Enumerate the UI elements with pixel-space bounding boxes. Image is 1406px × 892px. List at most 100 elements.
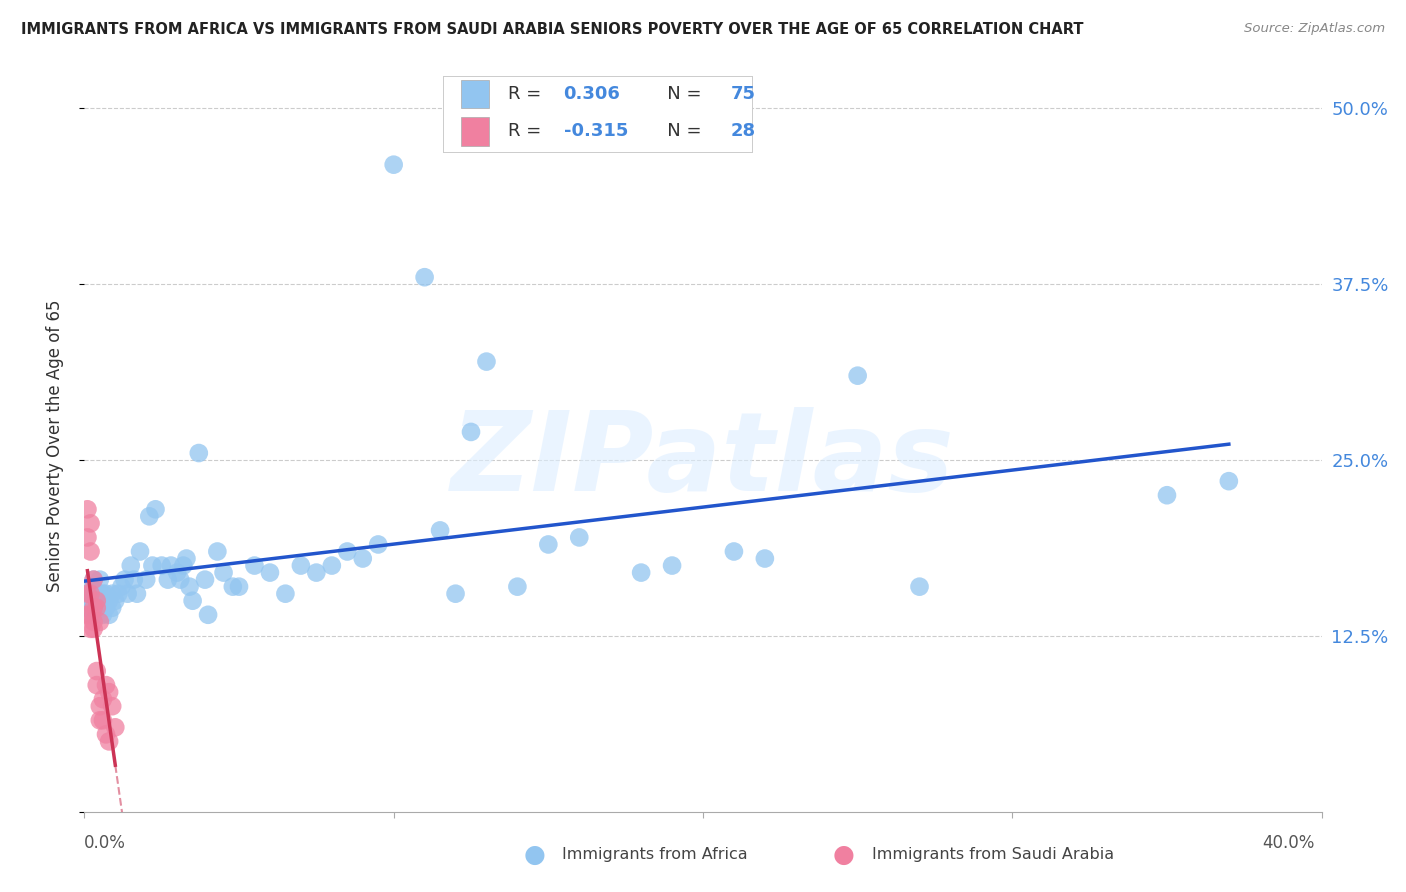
- Bar: [461, 79, 489, 109]
- Point: [274, 587, 297, 601]
- Point: [89, 714, 111, 728]
- Point: [101, 600, 124, 615]
- Point: [104, 720, 127, 734]
- Text: N =: N =: [650, 122, 707, 140]
- Point: [172, 558, 194, 573]
- Point: [104, 593, 127, 607]
- Point: [79, 544, 101, 558]
- Point: [908, 580, 931, 594]
- Point: [114, 573, 136, 587]
- Point: [135, 573, 157, 587]
- Point: [101, 699, 124, 714]
- Text: R =: R =: [508, 85, 553, 103]
- Text: N =: N =: [650, 85, 707, 103]
- Point: [122, 573, 145, 587]
- Point: [91, 607, 114, 622]
- Point: [79, 607, 101, 622]
- Point: [79, 516, 101, 531]
- Point: [1218, 474, 1240, 488]
- Point: [367, 537, 389, 551]
- Point: [305, 566, 328, 580]
- Point: [444, 587, 467, 601]
- Point: [98, 593, 121, 607]
- Point: [101, 587, 124, 601]
- Point: [83, 573, 105, 587]
- Text: 28: 28: [731, 122, 755, 140]
- Point: [110, 580, 132, 594]
- Text: R =: R =: [508, 122, 547, 140]
- Text: -0.315: -0.315: [564, 122, 628, 140]
- Point: [83, 573, 105, 587]
- Point: [86, 664, 108, 678]
- Point: [79, 580, 101, 594]
- Point: [243, 558, 266, 573]
- Point: [76, 607, 98, 622]
- Point: [460, 425, 482, 439]
- Text: IMMIGRANTS FROM AFRICA VS IMMIGRANTS FROM SAUDI ARABIA SENIORS POVERTY OVER THE : IMMIGRANTS FROM AFRICA VS IMMIGRANTS FRO…: [21, 22, 1084, 37]
- Point: [89, 573, 111, 587]
- Point: [321, 558, 343, 573]
- Text: 0.0%: 0.0%: [84, 834, 127, 852]
- Point: [83, 622, 105, 636]
- Point: [212, 566, 235, 580]
- Point: [76, 587, 98, 601]
- Text: 75: 75: [731, 85, 755, 103]
- Text: Source: ZipAtlas.com: Source: ZipAtlas.com: [1244, 22, 1385, 36]
- Point: [207, 544, 229, 558]
- Text: ZIPatlas: ZIPatlas: [451, 407, 955, 514]
- Point: [723, 544, 745, 558]
- Point: [176, 551, 198, 566]
- Point: [846, 368, 869, 383]
- Point: [290, 558, 312, 573]
- Point: [76, 587, 98, 601]
- Point: [86, 593, 108, 607]
- Point: [197, 607, 219, 622]
- Point: [86, 587, 108, 601]
- Point: [98, 734, 121, 748]
- Point: [83, 587, 105, 601]
- Point: [156, 573, 179, 587]
- Point: [138, 509, 160, 524]
- Point: [79, 587, 101, 601]
- Point: [89, 699, 111, 714]
- Point: [91, 692, 114, 706]
- Point: [352, 551, 374, 566]
- Point: [76, 600, 98, 615]
- Point: [181, 593, 204, 607]
- Point: [89, 615, 111, 629]
- Point: [1156, 488, 1178, 502]
- Point: [259, 566, 281, 580]
- Point: [91, 714, 114, 728]
- Point: [76, 502, 98, 516]
- Point: [537, 537, 560, 551]
- Text: ●: ●: [832, 843, 855, 866]
- Point: [94, 600, 117, 615]
- Point: [94, 587, 117, 601]
- Point: [630, 566, 652, 580]
- Point: [506, 580, 529, 594]
- Point: [179, 580, 201, 594]
- Bar: [461, 117, 489, 145]
- Point: [79, 593, 101, 607]
- Point: [125, 587, 148, 601]
- Text: 40.0%: 40.0%: [1263, 834, 1315, 852]
- Point: [141, 558, 163, 573]
- Point: [117, 587, 139, 601]
- Point: [754, 551, 776, 566]
- Text: 0.306: 0.306: [564, 85, 620, 103]
- Point: [94, 727, 117, 741]
- Point: [76, 530, 98, 544]
- Point: [429, 524, 451, 538]
- Point: [120, 558, 142, 573]
- Point: [382, 158, 405, 172]
- Point: [94, 678, 117, 692]
- Point: [107, 587, 129, 601]
- Point: [150, 558, 173, 573]
- Point: [661, 558, 683, 573]
- Point: [83, 615, 105, 629]
- Point: [98, 685, 121, 699]
- Point: [336, 544, 359, 558]
- Point: [86, 600, 108, 615]
- Text: Immigrants from Saudi Arabia: Immigrants from Saudi Arabia: [872, 847, 1114, 862]
- Point: [129, 544, 152, 558]
